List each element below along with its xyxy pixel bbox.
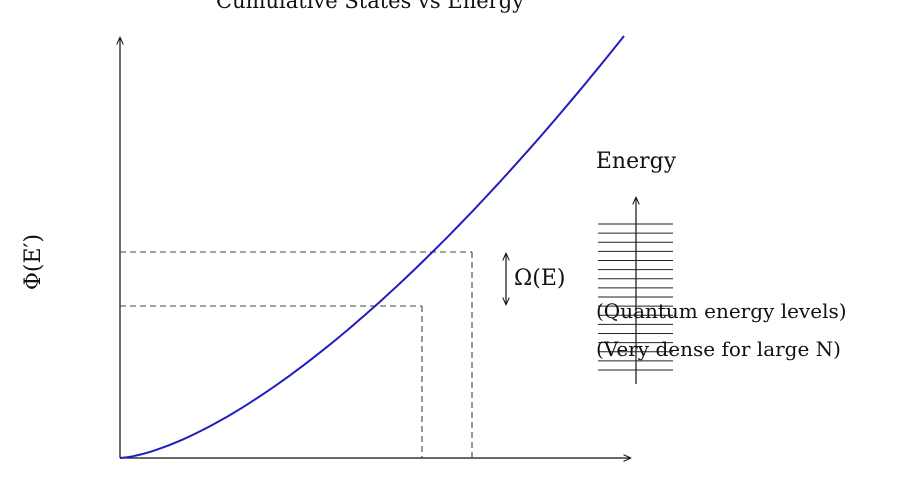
energy-levels-note-1: (Quantum energy levels) (596, 299, 847, 323)
chart-title: Cumulative States vs Energy (216, 0, 524, 13)
energy-levels-group (598, 223, 673, 371)
energy-levels-note-2: (Very dense for large N) (596, 337, 841, 361)
energy-axis-label: Energy (596, 149, 677, 174)
cumulative-states-curve (119, 35, 625, 459)
y-axis-label: Φ(E′) (21, 234, 46, 290)
omega-label: Ω(E) (514, 266, 565, 291)
